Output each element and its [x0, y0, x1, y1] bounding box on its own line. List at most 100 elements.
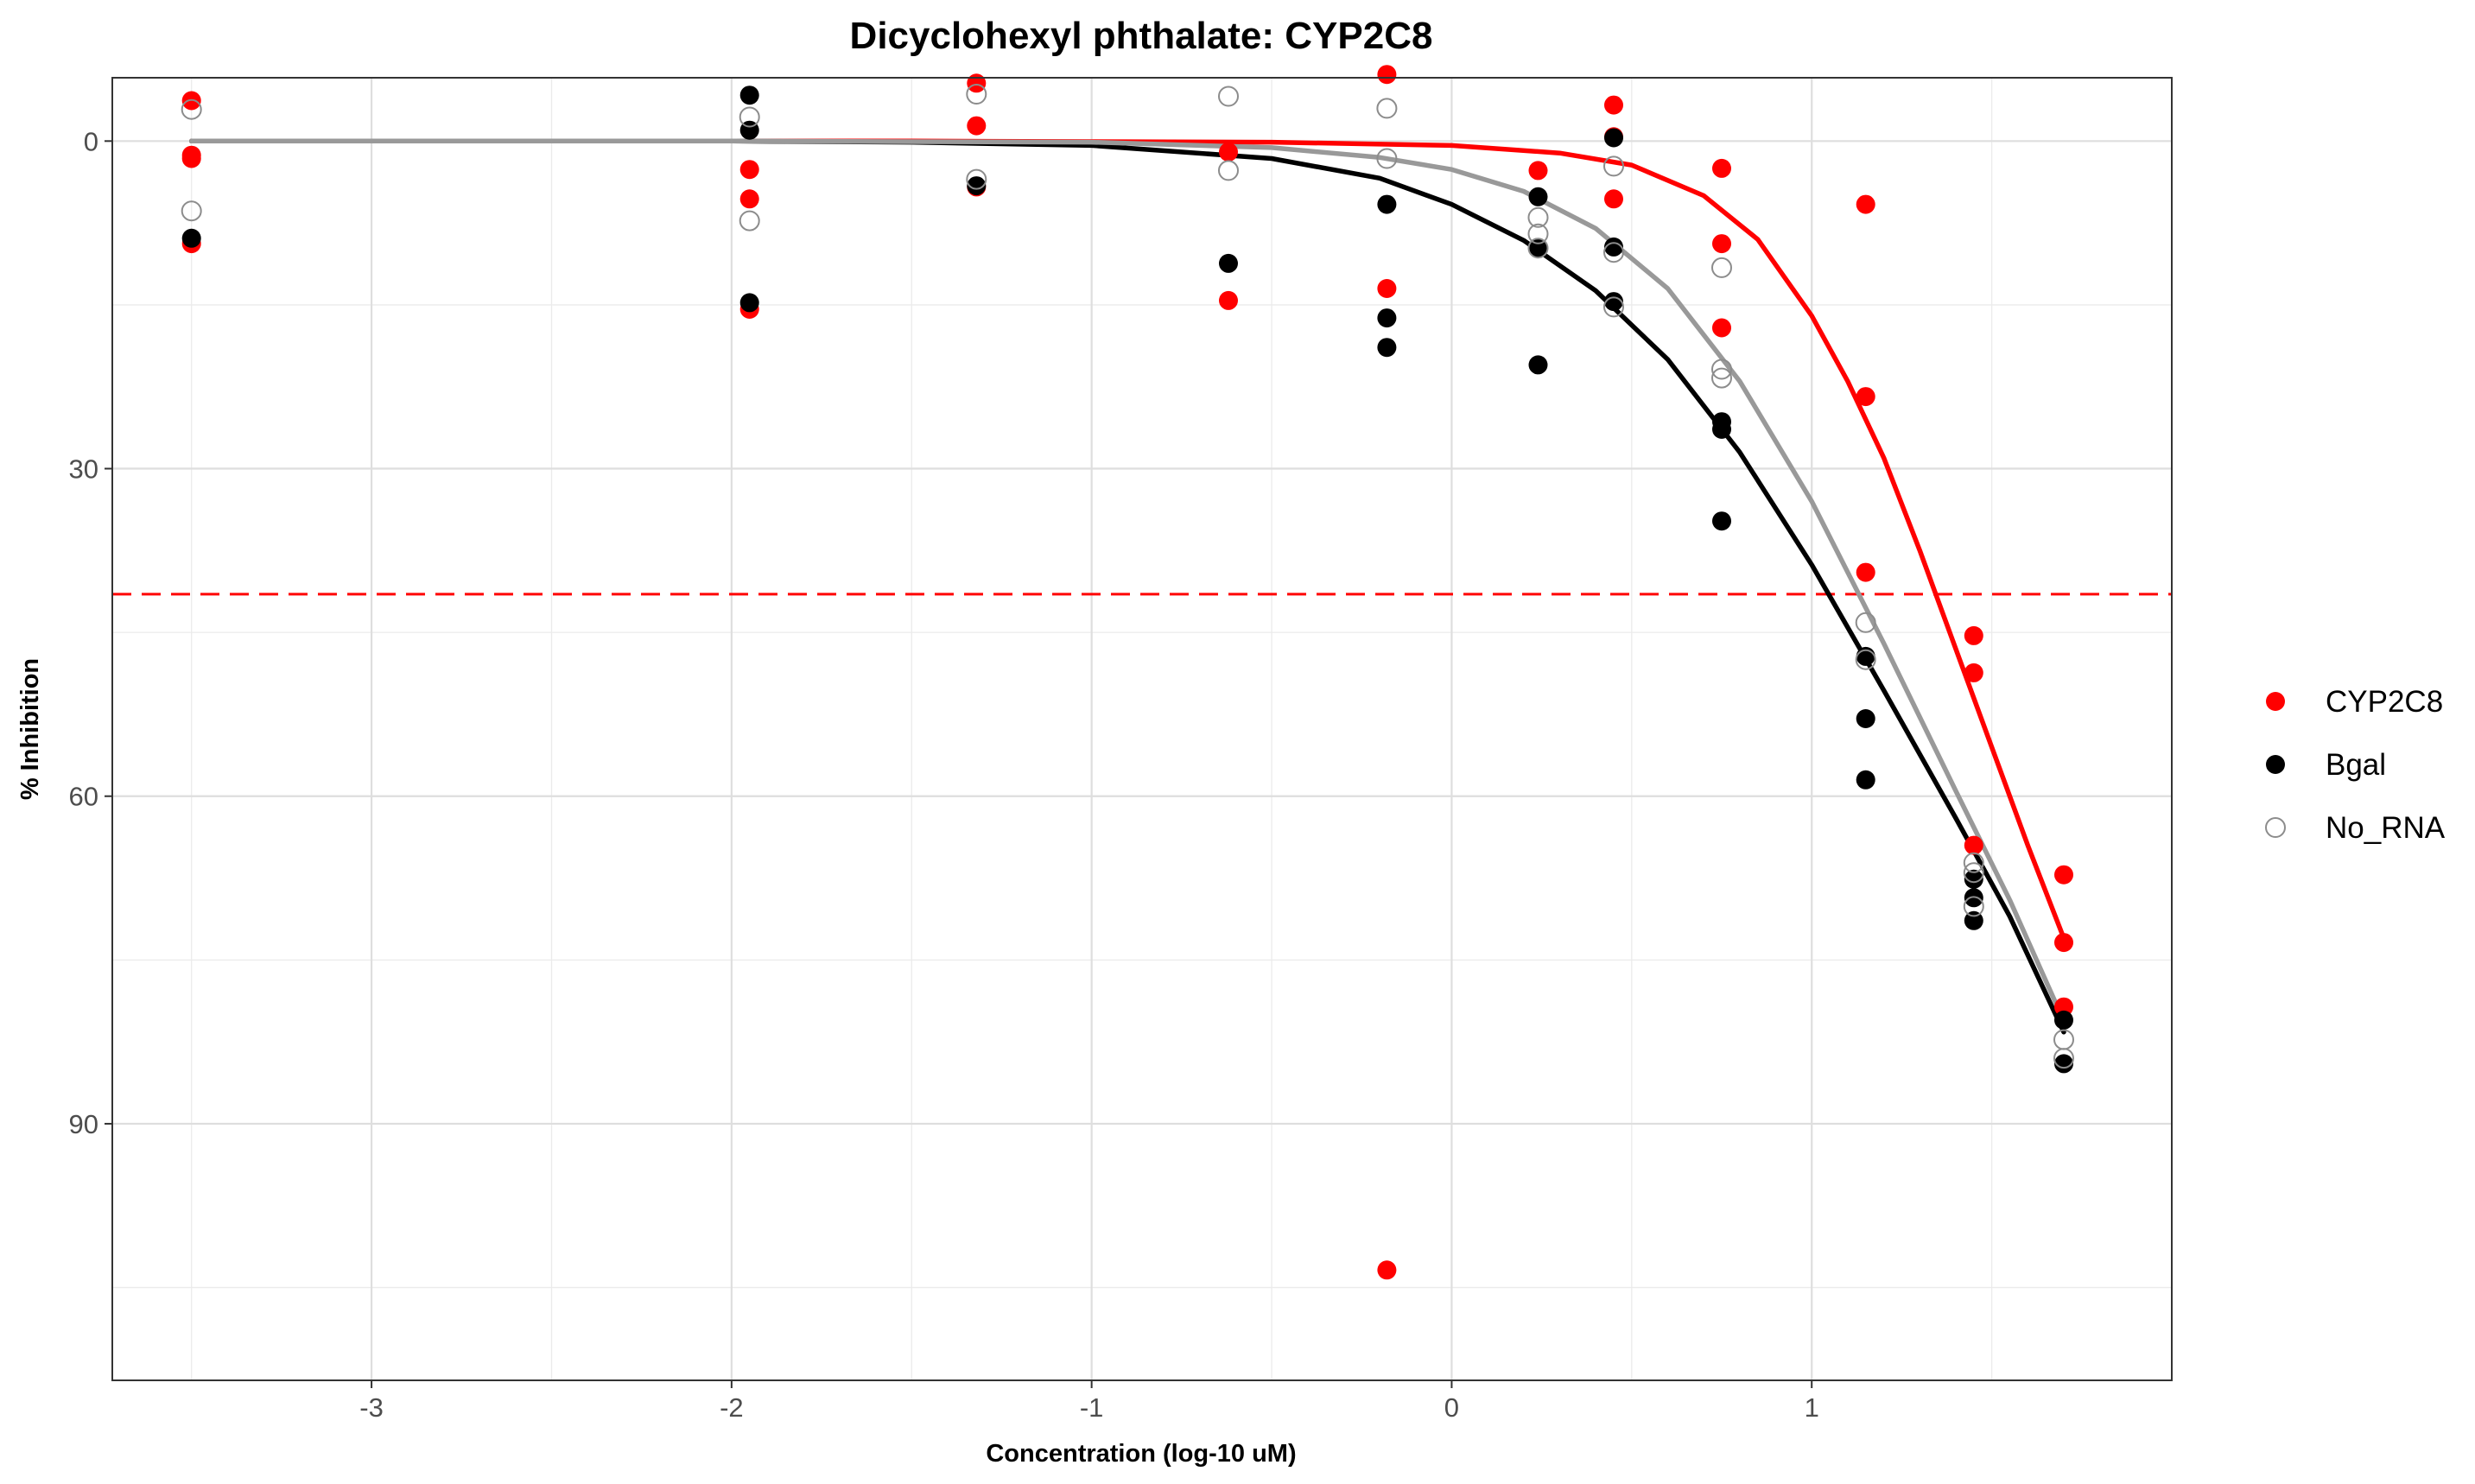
point-no_rna: [1855, 649, 1876, 670]
x-tick-label: -2: [720, 1392, 744, 1423]
point-cyp2c8: [1377, 1260, 1397, 1280]
x-axis: -3 -2 -1 0 1: [359, 1380, 1819, 1423]
point-bgal: [739, 86, 759, 105]
point-no_rna: [1711, 367, 1732, 389]
point-cyp2c8: [2054, 997, 2073, 1017]
point-cyp2c8: [1964, 625, 1983, 645]
point-no_rna: [1527, 223, 1549, 244]
point-cyp2c8: [1856, 194, 1875, 214]
point-no_rna: [181, 98, 202, 120]
point-cyp2c8: [1712, 234, 1731, 254]
point-bgal: [1604, 237, 1623, 257]
point-no_rna: [1376, 98, 1398, 119]
y-tick-label: 90: [69, 1109, 98, 1139]
point-bgal: [1377, 308, 1397, 328]
point-no_rna: [1711, 358, 1732, 380]
legend-label-cyp2c8: CYP2C8: [2326, 685, 2443, 719]
point-cyp2c8: [1856, 387, 1875, 407]
chart-title: Dicyclohexyl phthalate: CYP2C8: [850, 15, 1433, 57]
point-no_rna: [1218, 86, 1239, 107]
point-cyp2c8: [1377, 279, 1397, 298]
point-bgal: [1219, 253, 1238, 273]
point-bgal: [1712, 420, 1731, 439]
y-tick-label: 30: [69, 454, 98, 485]
point-cyp2c8: [1377, 65, 1397, 85]
point-no_rna: [1218, 160, 1239, 181]
point-cyp2c8: [2054, 933, 2073, 953]
legend-label-no_rna: No_RNA: [2326, 811, 2446, 845]
point-no_rna: [1527, 206, 1549, 228]
legend-key-bgal: [2266, 755, 2285, 774]
point-cyp2c8: [2054, 865, 2073, 885]
point-bgal: [1528, 187, 1548, 206]
point-bgal: [2054, 1054, 2073, 1074]
legend: CYP2C8 Bgal No_RNA: [2265, 685, 2446, 845]
point-cyp2c8: [1712, 158, 1731, 178]
point-cyp2c8: [1964, 835, 1983, 855]
point-no_rna: [1711, 257, 1732, 278]
point-no_rna: [1963, 852, 1984, 873]
point-no_rna: [1527, 238, 1549, 259]
point-bgal: [1377, 338, 1397, 358]
point-no_rna: [966, 84, 987, 105]
point-no_rna: [2053, 1048, 2074, 1069]
point-cyp2c8: [739, 189, 759, 209]
fit-curve-no_rna: [188, 138, 2066, 1024]
point-bgal: [1604, 292, 1623, 312]
point-cyp2c8: [1712, 318, 1731, 338]
point-bgal: [1964, 910, 1983, 930]
fit-curves: [188, 138, 2066, 1035]
point-no_rna: [181, 200, 202, 222]
fit-curve-cyp2c8: [188, 138, 2066, 941]
grid-minor: [112, 78, 2172, 1380]
x-tick-label: -1: [1080, 1392, 1104, 1423]
point-bgal: [1964, 869, 1983, 889]
point-cyp2c8: [181, 145, 201, 165]
point-cyp2c8: [967, 73, 987, 93]
data-points: [181, 65, 2074, 1280]
point-cyp2c8: [1604, 95, 1623, 115]
plot-border: [111, 77, 2173, 1381]
point-bgal: [1604, 128, 1623, 148]
point-no_rna: [1963, 862, 1984, 884]
point-bgal: [739, 293, 759, 313]
y-axis: 0 30 60 90: [69, 126, 112, 1139]
point-bgal: [1856, 709, 1875, 728]
x-axis-title: Concentration (log-10 uM): [986, 1440, 1296, 1468]
point-bgal: [1712, 511, 1731, 531]
point-cyp2c8: [1856, 562, 1875, 582]
point-no_rna: [739, 106, 760, 128]
y-axis-title: % Inhibition: [16, 658, 44, 800]
point-cyp2c8: [739, 160, 759, 180]
x-tick-label: 1: [1805, 1392, 1819, 1423]
point-no_rna: [739, 210, 760, 231]
point-cyp2c8: [1219, 143, 1238, 162]
point-cyp2c8: [1219, 290, 1238, 310]
point-cyp2c8: [967, 116, 987, 136]
point-no_rna: [1855, 612, 1876, 633]
legend-key-no_rna: [2265, 817, 2286, 838]
point-cyp2c8: [1964, 663, 1983, 682]
x-tick-label: -3: [359, 1392, 384, 1423]
point-bgal: [1528, 355, 1548, 375]
point-no_rna: [966, 168, 987, 190]
plot-background: [112, 78, 2172, 1380]
point-bgal: [181, 228, 201, 248]
point-bgal: [1528, 238, 1548, 258]
point-no_rna: [1376, 148, 1398, 169]
point-no_rna: [1603, 155, 1624, 177]
y-tick-label: 60: [69, 782, 98, 812]
point-cyp2c8: [1604, 189, 1623, 209]
point-no_rna: [1603, 242, 1624, 263]
point-cyp2c8: [1528, 161, 1548, 181]
point-bgal: [1377, 194, 1397, 214]
point-bgal: [1856, 770, 1875, 790]
point-bgal: [967, 176, 987, 196]
legend-label-bgal: Bgal: [2326, 748, 2386, 782]
point-bgal: [2054, 1010, 2073, 1030]
x-tick-label: 0: [1444, 1392, 1459, 1423]
y-tick-label: 0: [84, 126, 98, 156]
grid-major: [112, 78, 2172, 1380]
point-no_rna: [1963, 896, 1984, 917]
